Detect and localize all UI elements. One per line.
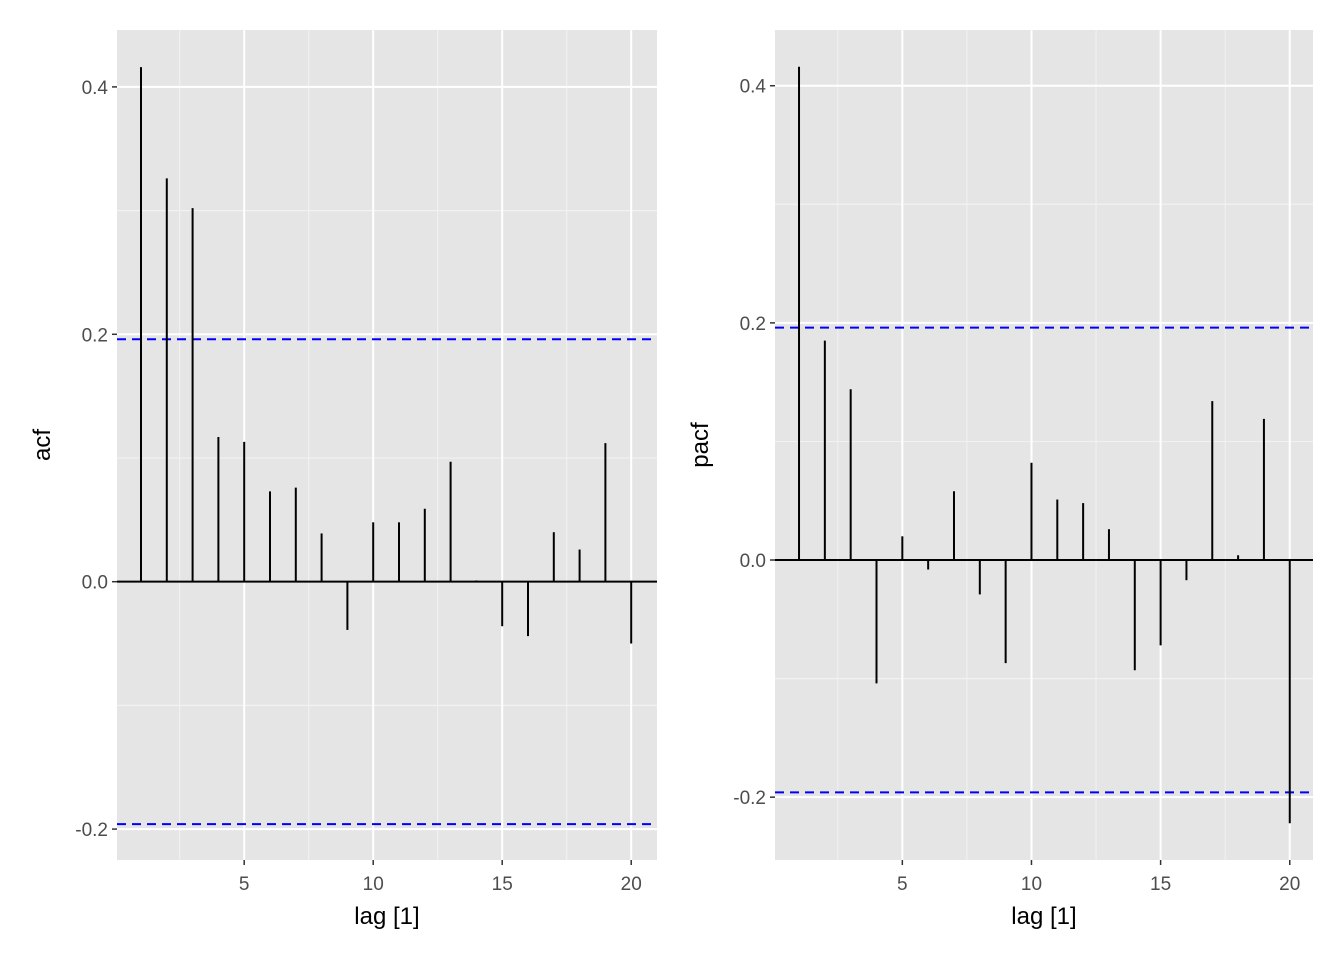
x-axis-title: lag [1] xyxy=(354,903,419,930)
y-axis-title: acf xyxy=(29,429,56,461)
x-axis-title: lag [1] xyxy=(1011,903,1076,930)
y-tick-label: -0.2 xyxy=(733,788,766,809)
x-tick-label: 5 xyxy=(897,874,908,895)
x-tick-label: 15 xyxy=(1150,874,1171,895)
pacf-panel: -0.2 0.0 0.2 0.4 5 10 15 20 lag [1] pacf xyxy=(687,30,1313,930)
y-tick-label: 0.4 xyxy=(82,78,109,99)
x-tick-label: 15 xyxy=(492,874,513,895)
x-tick-label: 10 xyxy=(363,874,384,895)
y-tick-label: 0.2 xyxy=(740,314,766,335)
x-tick-label: 20 xyxy=(1279,874,1300,895)
x-tick-label: 5 xyxy=(239,874,250,895)
acf-panel: -0.2 0.0 0.2 0.4 5 10 15 20 lag [1] acf xyxy=(29,30,657,930)
x-tick-label: 10 xyxy=(1021,874,1042,895)
panel-background xyxy=(775,30,1313,860)
x-tick-label: 20 xyxy=(621,874,642,895)
panel-background xyxy=(117,30,657,860)
y-tick-label: 0.4 xyxy=(740,77,767,98)
y-tick-label: 0.2 xyxy=(82,325,108,346)
y-tick-label: -0.2 xyxy=(75,820,108,841)
y-tick-label: 0.0 xyxy=(740,551,766,572)
y-axis-title: pacf xyxy=(687,422,714,468)
y-tick-label: 0.0 xyxy=(82,573,108,594)
